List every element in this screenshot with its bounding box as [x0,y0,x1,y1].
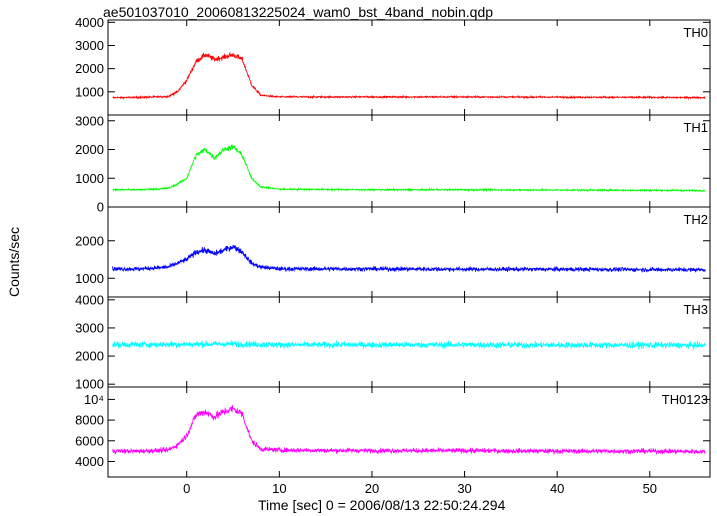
panel-th0123: 4000 6000 8000 10⁴ TH0123 [75,386,711,478]
panel-label-th2: TH2 [683,212,708,227]
y-tick-label: 1000 [75,171,104,186]
y-tick-label: 10⁴ [84,392,104,407]
panel-th2: 1000 2000 TH2 [75,206,711,298]
y-tick-label: 8000 [75,413,104,428]
panel-frame [107,296,711,388]
x-tick-label: 50 [643,481,657,496]
y-tick-label: 1000 [75,377,104,392]
panel-frame [107,19,711,116]
panel-label-th3: TH3 [683,302,708,317]
x-tick-label: 40 [550,481,564,496]
panel-label-th0123: TH0123 [662,392,708,407]
series-line-th0123 [112,405,706,455]
y-tick-label: 4000 [75,15,104,30]
panel-frame [107,206,711,298]
panel-th3: 1000 2000 3000 4000 TH3 [75,292,711,392]
series-line-th2 [112,244,706,273]
panel-th1: 0 1000 2000 3000 TH1 [75,113,711,215]
panel-frame [107,114,711,208]
y-tick-label: 2000 [75,142,104,157]
panel-frame [107,386,711,478]
y-tick-label: 4000 [75,454,104,469]
y-tick-label: 3000 [75,320,104,335]
x-tick-label: 20 [365,481,379,496]
y-tick-label: 1000 [75,84,104,99]
y-tick-label: 6000 [75,433,104,448]
y-tick-label: 2000 [75,233,104,248]
series-line-th3 [112,339,706,351]
y-tick-label: 3000 [75,113,104,128]
chart-title: ae501037010_20060813225024_wam0_bst_4ban… [103,4,494,20]
panel-th0: 1000 2000 3000 4000 TH0 [75,15,711,116]
panel-label-th0: TH0 [683,25,708,40]
y-tick-label: 3000 [75,38,104,53]
series-line-th1 [112,144,706,193]
x-tick-label: 10 [272,481,286,496]
x-tick-label: 30 [457,481,471,496]
y-tick-label: 4000 [75,292,104,307]
y-tick-label: 0 [97,200,104,215]
panel-label-th1: TH1 [683,120,708,135]
series-line-th0 [112,51,706,101]
y-tick-label: 2000 [75,349,104,364]
y-tick-label: 2000 [75,61,104,76]
y-tick-label: 1000 [75,271,104,286]
x-axis-label: Time [sec] 0 = 2006/08/13 22:50:24.294 [258,497,506,513]
x-tick-label: 0 [183,481,190,496]
